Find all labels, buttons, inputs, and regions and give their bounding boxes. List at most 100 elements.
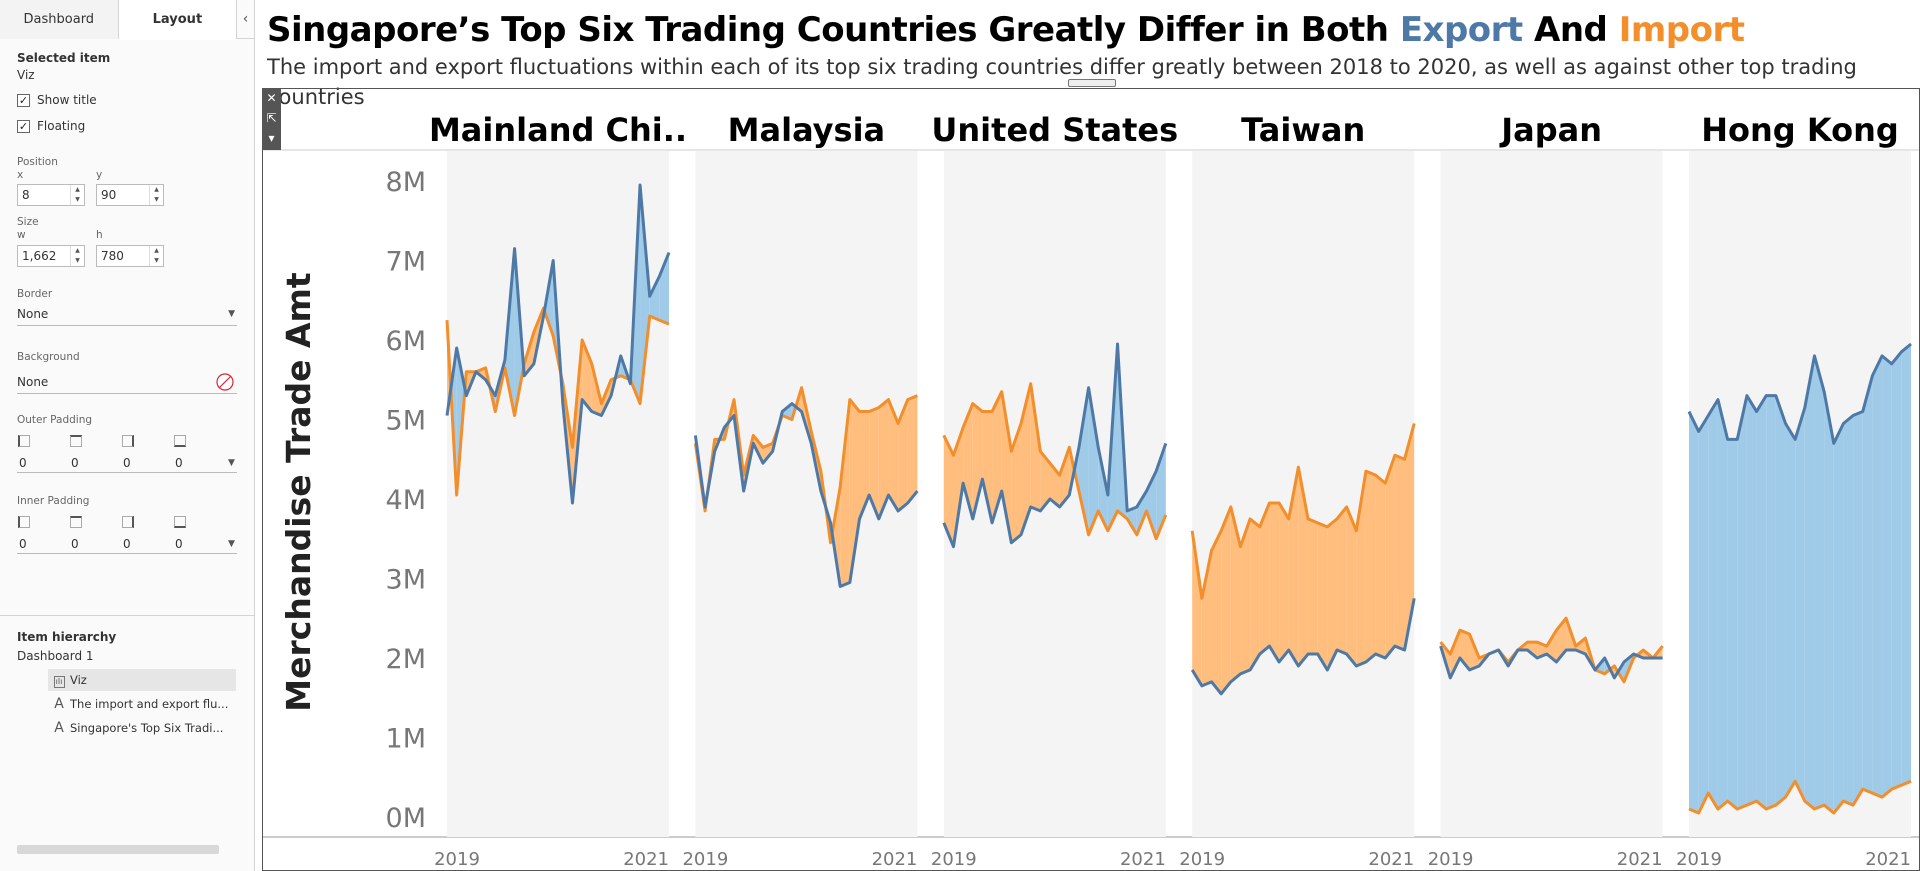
export-series-line xyxy=(942,342,1168,549)
chevron-down-icon[interactable]: ▼ xyxy=(228,539,235,549)
gap-fill-segment xyxy=(992,391,1002,523)
hierarchy-item-viz[interactable]: ılı Viz xyxy=(48,669,236,691)
hierarchy-item-title[interactable]: A Singapore's Top Six Tradi... xyxy=(48,717,236,739)
import-series-line xyxy=(1688,779,1912,815)
go-to-sheet-icon[interactable]: ⇱ xyxy=(266,111,277,125)
hierarchy-root[interactable]: Dashboard 1 xyxy=(17,649,94,663)
gap-fill-segment xyxy=(1394,455,1405,651)
title-import-word: Import xyxy=(1618,10,1745,50)
gap-fill-segment xyxy=(1221,506,1231,694)
floating-row[interactable]: ✓ Floating xyxy=(17,110,85,133)
chevron-down-icon[interactable]: ▼ xyxy=(228,458,235,468)
gap-fill-segment xyxy=(1298,467,1309,666)
x-tick-label: 2021 xyxy=(1617,849,1663,870)
selected-item-value: Viz xyxy=(17,68,35,82)
outer-pad-left[interactable]: 0 xyxy=(19,456,27,470)
y-position-input[interactable]: 90 ▲ ▼ xyxy=(96,184,164,206)
close-icon[interactable]: ✕ xyxy=(266,91,277,105)
import-series-line xyxy=(942,382,1168,541)
tab-layout[interactable]: Layout xyxy=(118,0,238,40)
import-series-line xyxy=(693,386,918,545)
x-label: x xyxy=(17,169,24,181)
gap-fill-segment xyxy=(1891,351,1902,790)
pad-bottom-icon xyxy=(174,435,186,447)
hierarchy-item-subtitle[interactable]: A The import and export flu... xyxy=(48,693,236,715)
outer-pad-bottom[interactable]: 0 xyxy=(175,456,183,470)
size-label: Size xyxy=(17,216,39,228)
gap-fill-segment xyxy=(1240,518,1251,674)
gap-fill-segment xyxy=(869,407,879,519)
y-axis-title: Merchandise Trade Amt xyxy=(279,272,318,712)
collapse-panel-icon[interactable]: ‹ xyxy=(242,11,249,27)
y-stepper-icon[interactable]: ▲ ▼ xyxy=(149,185,163,205)
sheet-icon: ılı xyxy=(48,672,70,688)
show-title-label: Show title xyxy=(37,93,97,107)
inner-pad-left[interactable]: 0 xyxy=(19,537,27,551)
gap-fill-segment xyxy=(1862,375,1873,794)
panel-tabs: Dashboard Layout ‹ xyxy=(0,0,254,40)
show-title-row[interactable]: ✓ Show title xyxy=(17,84,97,107)
selected-item-heading: Selected item xyxy=(17,51,111,65)
chevron-down-icon: ▼ xyxy=(228,309,235,319)
background-dropdown[interactable]: None xyxy=(17,372,237,394)
gap-fill-segment xyxy=(1317,522,1328,670)
gap-fill-segment xyxy=(1814,355,1825,810)
gap-fill-segment xyxy=(659,252,669,325)
gap-fill-segment xyxy=(1872,355,1883,798)
pad-top-icon xyxy=(70,435,82,447)
more-options-icon[interactable]: ▾ xyxy=(268,131,275,145)
floating-label: Floating xyxy=(37,119,86,133)
gap-fill-segment xyxy=(1804,355,1815,810)
position-label: Position xyxy=(17,156,58,168)
outer-padding-label: Outer Padding xyxy=(17,414,93,426)
gap-fill-segment xyxy=(649,276,660,321)
item-hierarchy-heading: Item hierarchy xyxy=(17,630,117,644)
divider xyxy=(17,553,237,554)
show-title-checkbox[interactable]: ✓ xyxy=(17,93,30,107)
width-input[interactable]: 1,662 ▲ ▼ xyxy=(17,245,85,267)
floating-checkbox[interactable]: ✓ xyxy=(17,119,30,133)
gap-fill-segment xyxy=(972,403,983,519)
gap-fill-segment xyxy=(1269,502,1280,662)
gap-fill-segment xyxy=(982,411,993,523)
no-color-icon[interactable] xyxy=(215,372,235,398)
panel-header-label: Malaysia xyxy=(728,111,885,149)
gap-fill-segment xyxy=(907,395,918,503)
border-dropdown[interactable]: None ▼ xyxy=(17,304,237,326)
height-stepper-icon[interactable]: ▲ ▼ xyxy=(149,246,163,266)
gap-fill-segment xyxy=(1088,387,1099,535)
x-position-value: 8 xyxy=(22,188,30,202)
drag-handle-icon[interactable] xyxy=(1068,79,1116,87)
inner-pad-right[interactable]: 0 xyxy=(123,537,131,551)
panel-header-label: Hong Kong xyxy=(1701,111,1899,149)
background-value: None xyxy=(17,375,49,389)
width-stepper-icon[interactable]: ▲ ▼ xyxy=(70,246,84,266)
gap-fill-segment xyxy=(953,427,964,547)
inner-pad-top[interactable]: 0 xyxy=(71,537,79,551)
x-position-input[interactable]: 8 ▲ ▼ xyxy=(17,184,85,206)
outer-pad-right[interactable]: 0 xyxy=(123,456,131,470)
gap-fill-segment xyxy=(849,399,860,583)
horizontal-scrollbar[interactable] xyxy=(17,845,219,854)
outer-pad-top[interactable]: 0 xyxy=(71,456,79,470)
inner-pad-bottom[interactable]: 0 xyxy=(175,537,183,551)
gap-fill-segment xyxy=(1385,455,1395,658)
pad-left-icon xyxy=(18,435,30,447)
x-tick-label: 2021 xyxy=(623,849,669,870)
gap-fill-segment xyxy=(1689,411,1699,814)
gap-fill-segment xyxy=(1040,451,1050,511)
text-object-icon: A xyxy=(54,720,64,736)
tab-dashboard[interactable]: Dashboard xyxy=(0,0,119,39)
height-input[interactable]: 780 ▲ ▼ xyxy=(96,245,164,267)
pad-bottom-icon xyxy=(174,516,186,528)
viz-selection-frame[interactable] xyxy=(262,88,1920,871)
gap-fill-segment xyxy=(1288,467,1299,666)
gap-fill-segment xyxy=(1698,415,1709,814)
x-tick-label: 2021 xyxy=(1865,849,1911,870)
x-stepper-icon[interactable]: ▲ ▼ xyxy=(70,185,84,205)
background-label: Background xyxy=(17,351,80,363)
y-tick-label: 0M xyxy=(386,803,426,834)
export-series-line xyxy=(1439,645,1663,680)
y-tick-label: 6M xyxy=(386,326,426,357)
